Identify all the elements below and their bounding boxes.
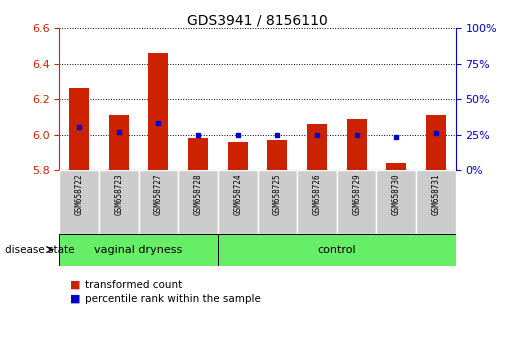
Bar xyxy=(59,234,218,266)
Text: GSM658724: GSM658724 xyxy=(233,173,242,215)
Text: GSM658730: GSM658730 xyxy=(392,173,401,215)
Bar xyxy=(426,115,446,170)
Bar xyxy=(386,163,406,170)
Text: GSM658728: GSM658728 xyxy=(194,173,202,215)
Text: GSM658725: GSM658725 xyxy=(273,173,282,215)
Bar xyxy=(218,234,456,266)
Bar xyxy=(337,170,376,234)
Bar xyxy=(99,170,139,234)
Text: percentile rank within the sample: percentile rank within the sample xyxy=(85,294,261,304)
Bar xyxy=(258,170,297,234)
Text: GSM658731: GSM658731 xyxy=(432,173,440,215)
Bar xyxy=(218,170,258,234)
Bar xyxy=(416,170,456,234)
Text: GSM658722: GSM658722 xyxy=(75,173,83,215)
Text: ■: ■ xyxy=(70,280,83,290)
Text: GSM658726: GSM658726 xyxy=(313,173,321,215)
Bar xyxy=(139,170,178,234)
Bar xyxy=(69,88,89,170)
Text: transformed count: transformed count xyxy=(85,280,182,290)
Bar xyxy=(307,124,327,170)
Bar xyxy=(347,119,367,170)
Text: control: control xyxy=(317,245,356,255)
Text: GSM658729: GSM658729 xyxy=(352,173,361,215)
Text: GSM658727: GSM658727 xyxy=(154,173,163,215)
Text: ■: ■ xyxy=(70,294,83,304)
Text: GSM658723: GSM658723 xyxy=(114,173,123,215)
Bar xyxy=(297,170,337,234)
Bar xyxy=(188,138,208,170)
Bar xyxy=(178,170,218,234)
Bar xyxy=(109,115,129,170)
Bar xyxy=(267,140,287,170)
Bar xyxy=(148,53,168,170)
Text: vaginal dryness: vaginal dryness xyxy=(94,245,183,255)
Bar xyxy=(59,170,99,234)
Bar xyxy=(376,170,416,234)
Text: disease state: disease state xyxy=(5,245,75,255)
Title: GDS3941 / 8156110: GDS3941 / 8156110 xyxy=(187,13,328,27)
Bar xyxy=(228,142,248,170)
